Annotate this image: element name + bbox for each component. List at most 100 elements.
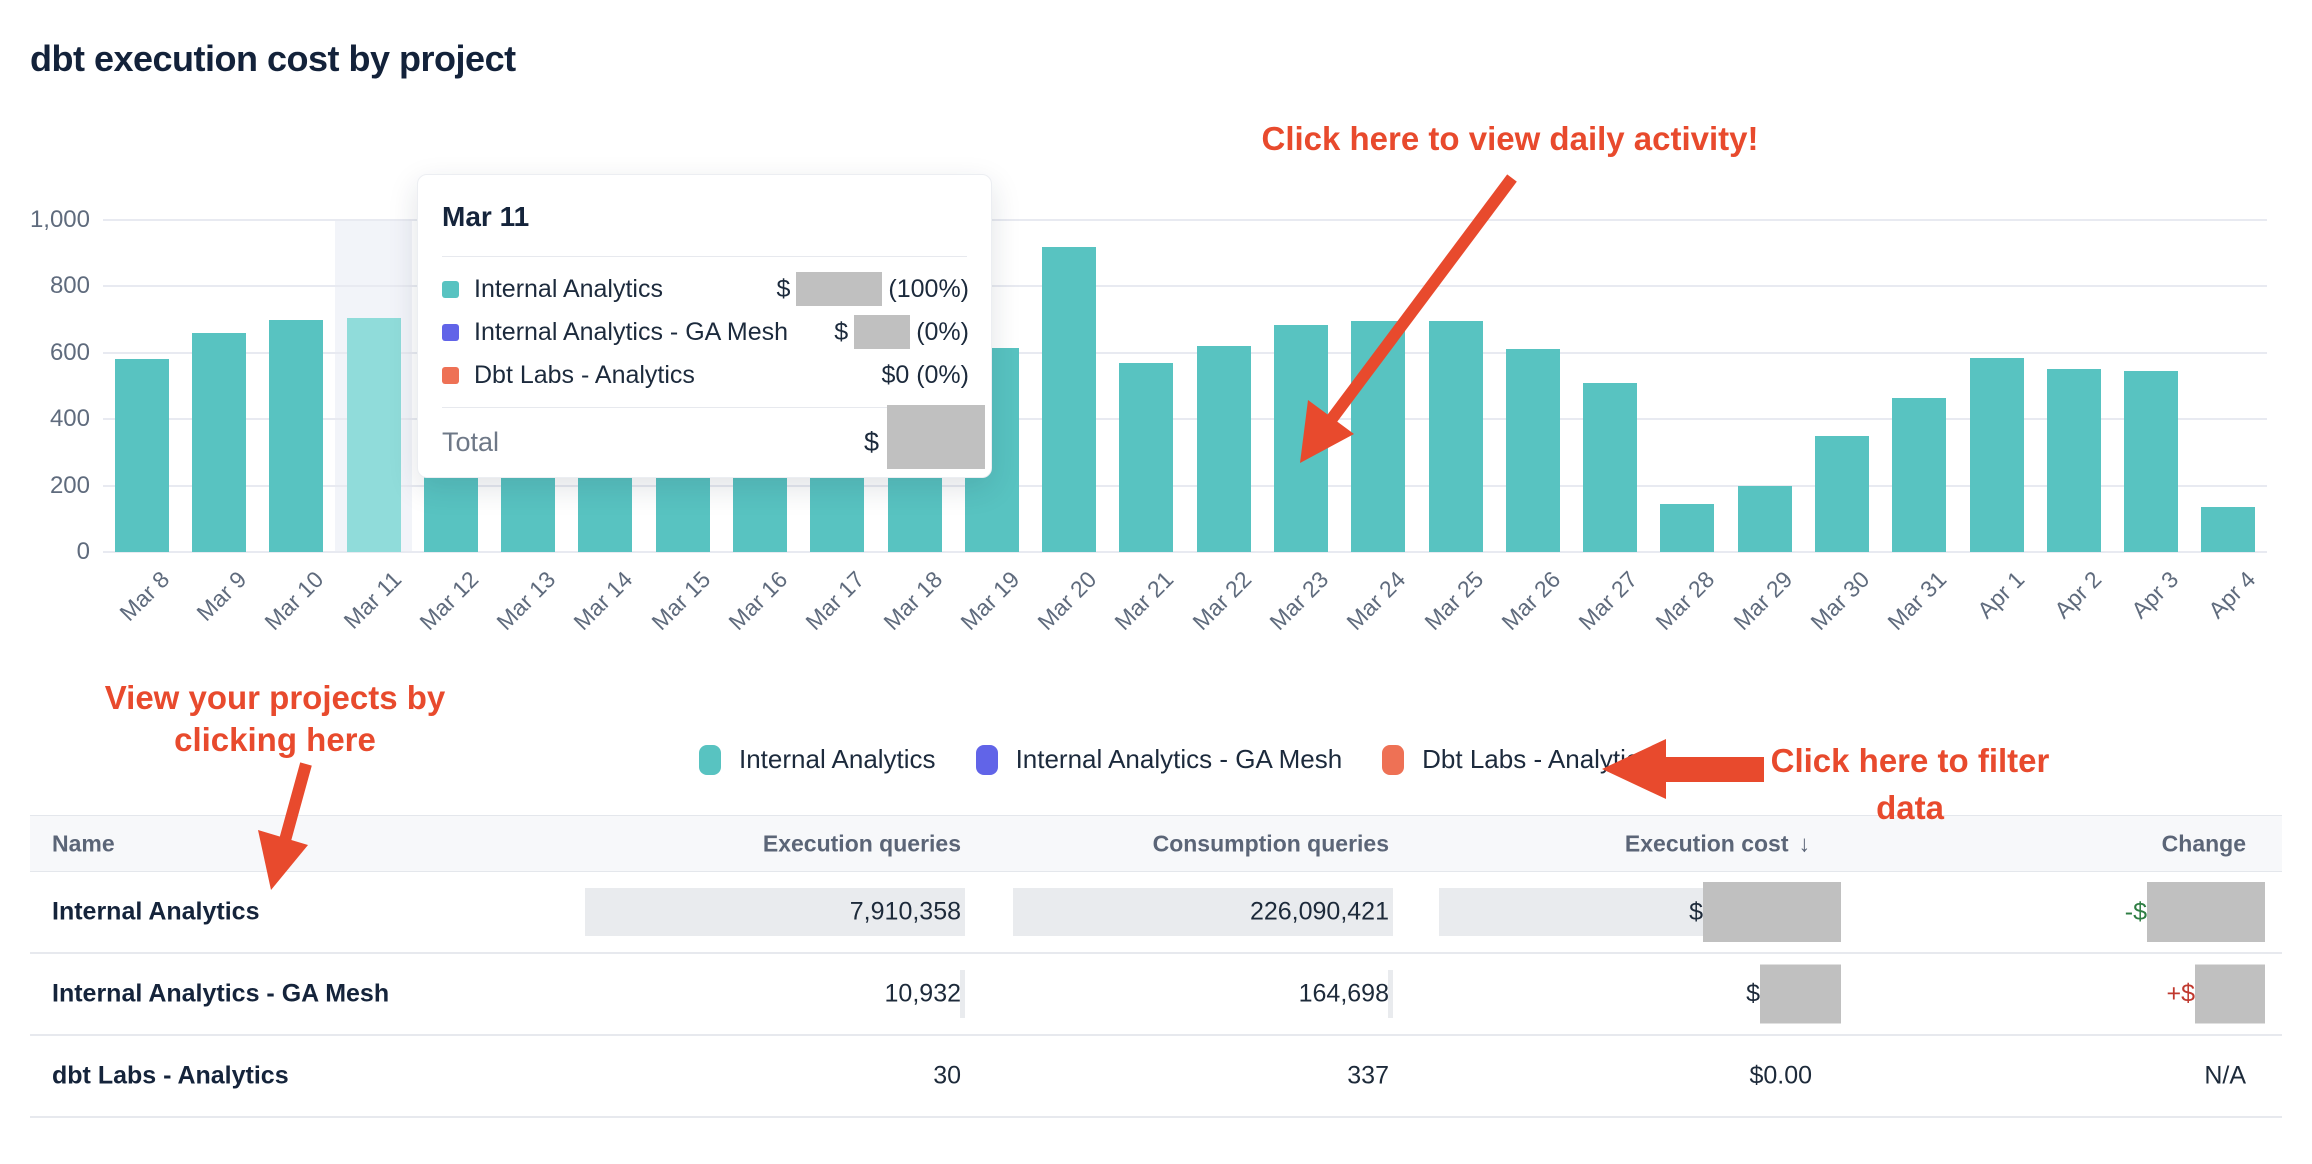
tooltip-row: Internal Analytics $ (100%) [442,268,969,310]
gridline [103,351,2267,354]
bar-mar-25[interactable] [1428,321,1483,552]
bar-apr-2[interactable] [2046,369,2101,552]
bar-mar-22[interactable] [1196,346,1251,552]
bar-mar-28[interactable] [1660,503,1715,552]
execution-cost-value: $ [1746,964,1841,1024]
bar-mar-20[interactable] [1042,246,1097,552]
bar-apr-3[interactable] [2124,371,2179,552]
y-axis-tick-label: 200 [49,471,90,499]
cell-databar [1388,970,1393,1018]
annotation-daily-activity: Click here to view daily activity! [1261,120,1759,157]
consumption-queries-value: 337 [1347,1061,1389,1090]
bar-apr-1[interactable] [1969,357,2024,552]
bar-mar-9[interactable] [191,332,246,552]
gridline [103,285,2267,288]
legend-swatch-icon [699,744,721,775]
column-header-name[interactable]: Name [52,830,115,856]
bar-mar-30[interactable] [1814,435,1869,552]
column-header-change[interactable]: Change [2161,830,2246,856]
consumption-queries-value: 164,698 [1298,979,1389,1008]
annotation-view-projects: View your projects by clicking here [104,679,446,758]
execution-cost-value: $ [1689,882,1841,942]
table-row[interactable]: Internal Analytics 7,910,358 226,090,421 $ -… [30,872,2282,954]
redacted-value [2147,882,2265,942]
column-header-execution-cost[interactable]: Execution cost ↓ [1624,830,1811,856]
y-axis-tick-label: 800 [49,272,90,300]
y-axis-tick-label: 1,000 [29,206,90,233]
bar-mar-29[interactable] [1737,485,1792,552]
bar-mar-27[interactable] [1583,382,1638,552]
y-axis-tick-label: 400 [49,405,90,433]
cell-databar [585,888,965,936]
bar-mar-31[interactable] [1892,397,1947,552]
tooltip-divider [442,256,967,257]
tooltip-date: Mar 11 [442,201,530,232]
column-header-consumption-queries[interactable]: Consumption queries [1152,830,1389,856]
legend-label: Internal Analytics [739,744,936,774]
tooltip-series-value: $ (100%) [777,272,969,306]
execution-queries-value: 7,910,358 [849,897,961,926]
redacted-total-value [887,405,985,469]
execution-queries-value: 10,932 [884,979,961,1008]
projects-table: Name Execution queries Consumption queries… [30,815,2282,1118]
bar-mar-21[interactable] [1119,362,1174,552]
tooltip-series-value: $ (0%) [834,315,969,349]
redacted-value [1760,964,1841,1024]
legend-label: Dbt Labs - Analytics [1422,744,1652,774]
change-value: N/A [2204,1061,2246,1090]
table-row[interactable]: Internal Analytics - GA Mesh 10,932 164,69… [30,954,2282,1036]
tooltip-series-label: Dbt Labs - Analytics [474,360,695,389]
series-swatch-icon [442,323,459,341]
legend-label: Internal Analytics - GA Mesh [1015,744,1343,774]
gridline [103,551,2267,553]
bar-apr-4[interactable] [2201,507,2256,552]
bar-mar-10[interactable] [269,319,324,552]
legend-item-dbt-labs-analytics[interactable]: Dbt Labs - Analytics [1382,744,1652,775]
project-name-link[interactable]: dbt Labs - Analytics [52,1061,289,1090]
tooltip-row: Internal Analytics - GA Mesh $ (0%) [442,311,969,353]
execution-queries-value: 30 [933,1061,961,1090]
cell-databar [1013,888,1393,936]
consumption-queries-value: 226,090,421 [1249,897,1389,926]
gridline [103,418,2267,421]
tooltip-series-value: $0 (0%) [881,360,969,389]
table-row[interactable]: dbt Labs - Analytics 30 337 $0.00 N/A [30,1036,2282,1118]
tooltip-row: Dbt Labs - Analytics $0 (0%) [442,354,969,396]
bar-mar-23[interactable] [1273,324,1328,552]
tooltip-total-prefix: $ [863,427,879,457]
column-header-execution-queries[interactable]: Execution queries [762,830,961,856]
gridline [103,219,2267,221]
legend-swatch-icon [975,744,998,775]
legend-item-internal-analytics-ga-mesh[interactable]: Internal Analytics - GA Mesh [975,744,1343,775]
bar-mar-11[interactable] [346,317,401,552]
chart-tooltip: Mar 11 Internal Analytics $ (100%) Internal… [417,174,992,478]
annotation-filter-data: Click here to filter data [1770,742,2050,826]
tooltip-series-label: Internal Analytics - GA Mesh [474,317,789,346]
y-axis-tick-label: 600 [49,338,90,366]
change-value: +$ [2166,964,2265,1024]
redacted-value [796,272,883,306]
sort-desc-icon: ↓ [1798,830,1811,856]
series-swatch-icon [442,280,459,298]
series-swatch-icon [442,366,459,384]
change-value: -$ [2125,882,2265,942]
tooltip-divider [442,407,967,408]
redacted-value [2195,964,2265,1024]
gridline [103,484,2267,487]
legend-swatch-icon [1382,744,1405,775]
execution-cost-value: $0.00 [1749,1061,1812,1090]
bar-mar-26[interactable] [1505,349,1560,552]
chart-legend: Internal Analytics Internal Analytics - G… [699,744,1652,775]
tooltip-series-label: Internal Analytics [474,274,663,303]
bar-mar-8[interactable] [114,359,169,552]
redacted-value [854,315,911,349]
project-name-link[interactable]: Internal Analytics - GA Mesh [52,979,390,1008]
bar-mar-24[interactable] [1351,321,1406,552]
legend-item-internal-analytics[interactable]: Internal Analytics [699,744,936,775]
tooltip-total-label: Total [442,427,500,457]
project-name-link[interactable]: Internal Analytics [52,897,260,926]
page-title: dbt execution cost by project [30,38,516,79]
cell-databar [960,970,965,1018]
table-header-row: Name Execution queries Consumption queries… [30,815,2282,872]
